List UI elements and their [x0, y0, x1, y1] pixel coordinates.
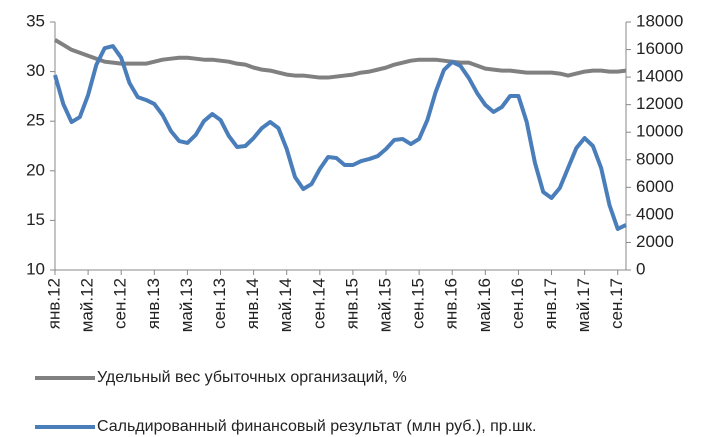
- y-tick-label: 20: [26, 160, 45, 179]
- y-tick-label: 25: [26, 111, 45, 130]
- legend-text: Удельный вес убыточных организаций, %: [97, 369, 407, 386]
- y2-tick-label: 2000: [636, 232, 674, 251]
- x-tick-label: янв.12: [44, 278, 63, 329]
- y-tick-label: 15: [26, 210, 45, 229]
- x-tick-label: май.15: [375, 278, 394, 332]
- x-tick-label: янв.16: [442, 278, 461, 329]
- x-tick-label: сен.17: [607, 278, 626, 329]
- y2-tick-label: 14000: [636, 67, 683, 86]
- x-tick-label: май.14: [276, 278, 295, 332]
- y2-tick-label: 12000: [636, 94, 683, 113]
- x-tick-label: май.12: [78, 278, 97, 332]
- x-tick-label: сен.13: [210, 278, 229, 329]
- x-tick-label: янв.13: [144, 278, 163, 329]
- x-tick-label: сен.16: [508, 278, 527, 329]
- y2-tick-label: 6000: [636, 177, 674, 196]
- y2-tick-label: 0: [636, 259, 645, 278]
- x-tick-label: янв.15: [342, 278, 361, 329]
- y2-tick-label: 10000: [636, 122, 683, 141]
- x-tick-label: май.16: [475, 278, 494, 332]
- x-tick-label: янв.14: [243, 278, 262, 329]
- x-tick-label: сен.12: [111, 278, 130, 329]
- x-tick-label: май.17: [574, 278, 593, 332]
- x-tick-label: сен.15: [409, 278, 428, 329]
- x-tick-label: май.13: [177, 278, 196, 332]
- y2-tick-label: 18000: [636, 11, 683, 30]
- y-tick-label: 30: [26, 61, 45, 80]
- legend-text: Сальдированный финансовый результат (млн…: [97, 418, 536, 435]
- y2-tick-label: 16000: [636, 39, 683, 58]
- y2-tick-label: 4000: [636, 204, 674, 223]
- y2-tick-label: 8000: [636, 149, 674, 168]
- y-tick-label: 10: [26, 259, 45, 278]
- y-tick-label: 35: [26, 11, 45, 30]
- series-line: [53, 44, 627, 231]
- x-tick-label: янв.17: [541, 278, 560, 329]
- series-line: [53, 38, 627, 80]
- x-tick-label: сен.14: [309, 278, 328, 329]
